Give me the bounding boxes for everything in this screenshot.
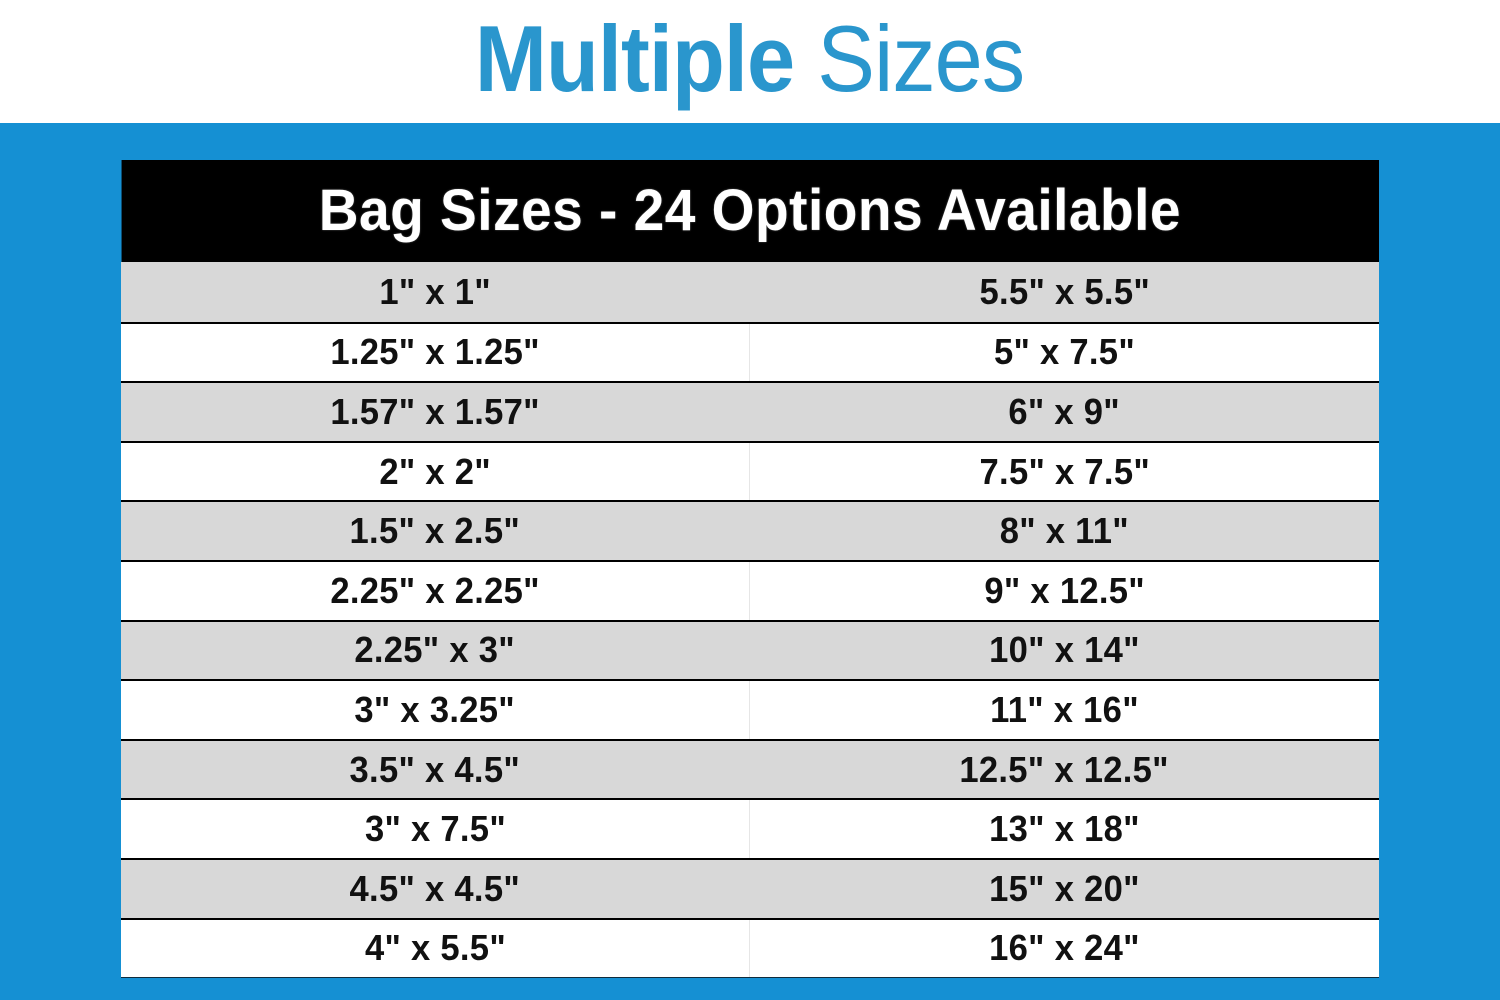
size-value: 5.5" x 5.5" xyxy=(979,270,1150,312)
table-row: 1.25" x 1.25" 5" x 7.5" xyxy=(121,321,1379,382)
size-value: 15" x 20" xyxy=(989,867,1140,909)
table-header-title: Bag Sizes - 24 Options Available xyxy=(318,178,1182,243)
table-row: 3" x 3.25" 11" x 16" xyxy=(121,679,1379,739)
page-title-strong: Multiple xyxy=(475,5,795,111)
table-row: 2" x 2" 7.5" x 7.5" xyxy=(121,440,1379,501)
table-cell-size-left: 2" x 2" xyxy=(121,442,750,501)
size-value: 1" x 1" xyxy=(379,270,491,312)
table-cell-size-right: 16" x 24" xyxy=(750,920,1379,978)
table-cell-size-left: 1" x 1" xyxy=(121,262,750,322)
page-title-light: Sizes xyxy=(794,5,1026,111)
bag-sizes-table: Bag Sizes - 24 Options Available 1" x 1"… xyxy=(121,160,1379,978)
table-row: 1.57" x 1.57" 6" x 9" xyxy=(121,381,1379,441)
table-cell-size-right: 13" x 18" xyxy=(750,800,1379,858)
size-value: 4" x 5.5" xyxy=(364,927,506,969)
table-row: 4" x 5.5" 16" x 24" xyxy=(121,917,1379,978)
size-value: 6" x 9" xyxy=(1008,390,1121,432)
table-cell-size-right: 9" x 12.5" xyxy=(750,562,1379,620)
table-cell-size-right: 15" x 20" xyxy=(750,860,1379,918)
table-cell-size-right: 6" x 9" xyxy=(750,383,1379,441)
table-header-bar: Bag Sizes - 24 Options Available xyxy=(121,160,1379,262)
table-body: 1" x 1" 5.5" x 5.5" 1.25" x 1.25" 5" x 7.5"… xyxy=(121,262,1379,978)
size-value: 8" x 11" xyxy=(999,510,1130,552)
size-value: 1.57" x 1.57" xyxy=(330,390,540,432)
page-title: Multiple Sizes xyxy=(475,11,1025,112)
size-value: 3" x 3.25" xyxy=(354,688,516,730)
size-value: 10" x 14" xyxy=(989,629,1140,671)
size-value: 12.5" x 12.5" xyxy=(959,748,1170,790)
size-value: 16" x 24" xyxy=(989,927,1140,969)
table-row: 1.5" x 2.5" 8" x 11" xyxy=(121,500,1379,560)
size-value: 11" x 16" xyxy=(990,688,1139,730)
table-cell-size-right: 5" x 7.5" xyxy=(750,324,1379,382)
table-row: 4.5" x 4.5" 15" x 20" xyxy=(121,857,1379,918)
size-value: 9" x 12.5" xyxy=(984,569,1145,611)
table-cell-size-right: 10" x 14" xyxy=(750,622,1379,680)
table-row: 1" x 1" 5.5" x 5.5" xyxy=(121,262,1379,322)
table-row: 2.25" x 2.25" 9" x 12.5" xyxy=(121,559,1379,620)
table-cell-size-right: 8" x 11" xyxy=(750,502,1379,560)
size-value: 3.5" x 4.5" xyxy=(349,748,521,790)
table-cell-size-left: 4.5" x 4.5" xyxy=(121,859,750,918)
table-row: 3.5" x 4.5" 12.5" x 12.5" xyxy=(121,738,1379,799)
table-row: 3" x 7.5" 13" x 18" xyxy=(121,798,1379,858)
table-cell-size-right: 11" x 16" xyxy=(750,681,1379,739)
size-value: 13" x 18" xyxy=(989,808,1140,850)
table-cell-size-left: 1.5" x 2.5" xyxy=(121,502,750,560)
size-value: 2.25" x 2.25" xyxy=(330,569,540,611)
page-title-band: Multiple Sizes xyxy=(0,0,1500,123)
table-cell-size-left: 3.5" x 4.5" xyxy=(121,740,750,799)
size-value: 7.5" x 7.5" xyxy=(979,450,1150,492)
table-row: 2.25" x 3" 10" x 14" xyxy=(121,619,1379,680)
size-value: 4.5" x 4.5" xyxy=(349,867,521,909)
size-value: 1.5" x 2.5" xyxy=(349,510,521,552)
table-cell-size-left: 4" x 5.5" xyxy=(121,919,750,978)
table-cell-size-right: 7.5" x 7.5" xyxy=(750,443,1379,501)
table-cell-size-left: 1.57" x 1.57" xyxy=(121,383,750,441)
size-value: 1.25" x 1.25" xyxy=(330,331,540,373)
table-cell-size-left: 1.25" x 1.25" xyxy=(121,323,750,382)
size-value: 2.25" x 3" xyxy=(354,629,516,671)
table-cell-size-left: 3" x 3.25" xyxy=(121,681,750,739)
table-cell-size-right: 5.5" x 5.5" xyxy=(750,262,1379,322)
table-cell-size-right: 12.5" x 12.5" xyxy=(750,741,1379,799)
size-value: 3" x 7.5" xyxy=(364,808,506,850)
table-cell-size-left: 2.25" x 2.25" xyxy=(121,561,750,620)
size-value: 2" x 2" xyxy=(379,450,491,492)
size-value: 5" x 7.5" xyxy=(993,331,1136,373)
table-cell-size-left: 2.25" x 3" xyxy=(121,621,750,680)
table-cell-size-left: 3" x 7.5" xyxy=(121,800,750,858)
